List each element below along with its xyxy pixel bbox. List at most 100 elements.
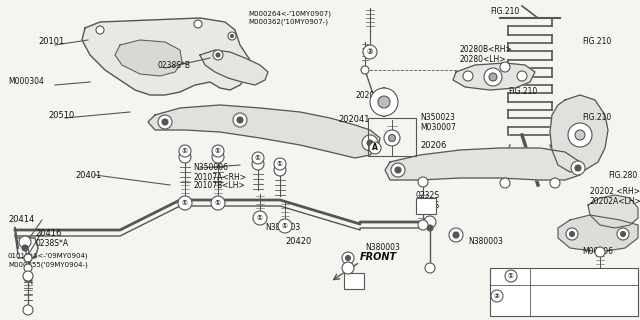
Polygon shape [148, 105, 380, 158]
Polygon shape [453, 63, 535, 90]
Circle shape [575, 130, 585, 140]
Text: FIG.210: FIG.210 [508, 87, 537, 97]
Bar [490, 268, 638, 316]
Text: FIG.280: FIG.280 [608, 171, 637, 180]
Bar [416, 198, 436, 214]
Bar [368, 118, 416, 156]
Text: N380003: N380003 [365, 244, 400, 252]
Circle shape [22, 245, 28, 251]
Text: A: A [372, 143, 378, 153]
Text: 20101: 20101 [38, 37, 64, 46]
Text: N350006: N350006 [193, 164, 228, 172]
Circle shape [24, 254, 32, 262]
Text: B: B [423, 202, 429, 211]
Text: 20414: 20414 [8, 215, 35, 225]
Text: ①: ① [255, 155, 261, 161]
Circle shape [449, 228, 463, 242]
Text: 20280B<RH>: 20280B<RH> [460, 45, 513, 54]
Text: FIG.210: FIG.210 [582, 37, 611, 46]
Text: N3B0003: N3B0003 [265, 223, 300, 233]
Circle shape [162, 119, 168, 125]
Circle shape [211, 196, 225, 210]
Text: M000355('09MY0904-): M000355('09MY0904-) [8, 262, 88, 268]
Circle shape [194, 20, 202, 28]
Circle shape [237, 117, 243, 123]
Circle shape [575, 165, 581, 171]
Text: 0510S: 0510S [415, 201, 439, 210]
Text: A200001135: A200001135 [536, 308, 584, 316]
Text: M370005(-'10MY091D): M370005(-'10MY091D) [506, 290, 587, 296]
Circle shape [278, 219, 292, 233]
Circle shape [179, 145, 191, 157]
Polygon shape [588, 195, 638, 228]
Text: 20416: 20416 [35, 228, 61, 237]
Circle shape [362, 135, 378, 151]
Text: ②: ② [494, 293, 500, 299]
Text: 202041: 202041 [338, 116, 369, 124]
Circle shape [550, 178, 560, 188]
Text: ①: ① [257, 215, 263, 221]
Circle shape [570, 231, 575, 236]
Text: ①: ① [282, 223, 288, 229]
Circle shape [568, 123, 592, 147]
Text: 20401: 20401 [75, 171, 101, 180]
Text: B: B [351, 276, 357, 285]
Text: ①: ① [215, 148, 221, 154]
Text: M370009('10MY0911-): M370009('10MY0911-) [506, 301, 586, 307]
Circle shape [158, 115, 172, 129]
Polygon shape [558, 215, 638, 252]
Circle shape [26, 276, 29, 279]
Circle shape [252, 152, 264, 164]
Text: M000264<-'10MY0907): M000264<-'10MY0907) [248, 11, 331, 17]
Circle shape [96, 26, 104, 34]
Circle shape [484, 68, 502, 86]
Circle shape [384, 130, 400, 146]
Circle shape [424, 216, 436, 228]
Text: 20204D: 20204D [355, 91, 385, 100]
Circle shape [427, 225, 433, 231]
Circle shape [378, 96, 390, 108]
Text: 0101S*B: 0101S*B [520, 271, 553, 281]
Text: ①: ① [215, 200, 221, 206]
Circle shape [391, 163, 405, 177]
Text: M000362('10MY0907-): M000362('10MY0907-) [248, 19, 328, 25]
Text: N380003: N380003 [468, 237, 503, 246]
Circle shape [489, 73, 497, 81]
Circle shape [621, 231, 625, 236]
Circle shape [346, 255, 351, 260]
Text: 20206: 20206 [420, 140, 446, 149]
Circle shape [23, 305, 33, 315]
Circle shape [212, 151, 224, 163]
Text: 0238S*A: 0238S*A [35, 239, 68, 249]
Circle shape [212, 145, 224, 157]
Text: 20202 <RH>: 20202 <RH> [590, 188, 640, 196]
Circle shape [418, 220, 428, 230]
Circle shape [566, 228, 578, 240]
Text: 0232S: 0232S [415, 190, 439, 199]
Circle shape [213, 50, 223, 60]
Circle shape [233, 113, 247, 127]
Text: 20202A<LH>: 20202A<LH> [590, 197, 640, 206]
Circle shape [178, 196, 192, 210]
Text: 20510: 20510 [48, 111, 74, 121]
Circle shape [19, 236, 31, 248]
Circle shape [363, 45, 377, 59]
Circle shape [342, 262, 354, 274]
Circle shape [252, 158, 264, 170]
Circle shape [274, 158, 286, 170]
Circle shape [369, 142, 381, 154]
Circle shape [24, 274, 32, 282]
Circle shape [571, 161, 585, 175]
Text: M030007: M030007 [420, 124, 456, 132]
Polygon shape [550, 95, 608, 172]
Circle shape [388, 134, 396, 141]
Circle shape [463, 71, 473, 81]
Text: M000304: M000304 [8, 77, 44, 86]
Circle shape [425, 263, 435, 273]
Circle shape [453, 232, 459, 238]
Text: 0101S*A<-'09MY0904): 0101S*A<-'09MY0904) [8, 253, 88, 259]
Circle shape [230, 35, 234, 37]
Text: FIG.210: FIG.210 [490, 7, 519, 17]
Circle shape [367, 140, 373, 146]
Text: FIG.210: FIG.210 [582, 114, 611, 123]
